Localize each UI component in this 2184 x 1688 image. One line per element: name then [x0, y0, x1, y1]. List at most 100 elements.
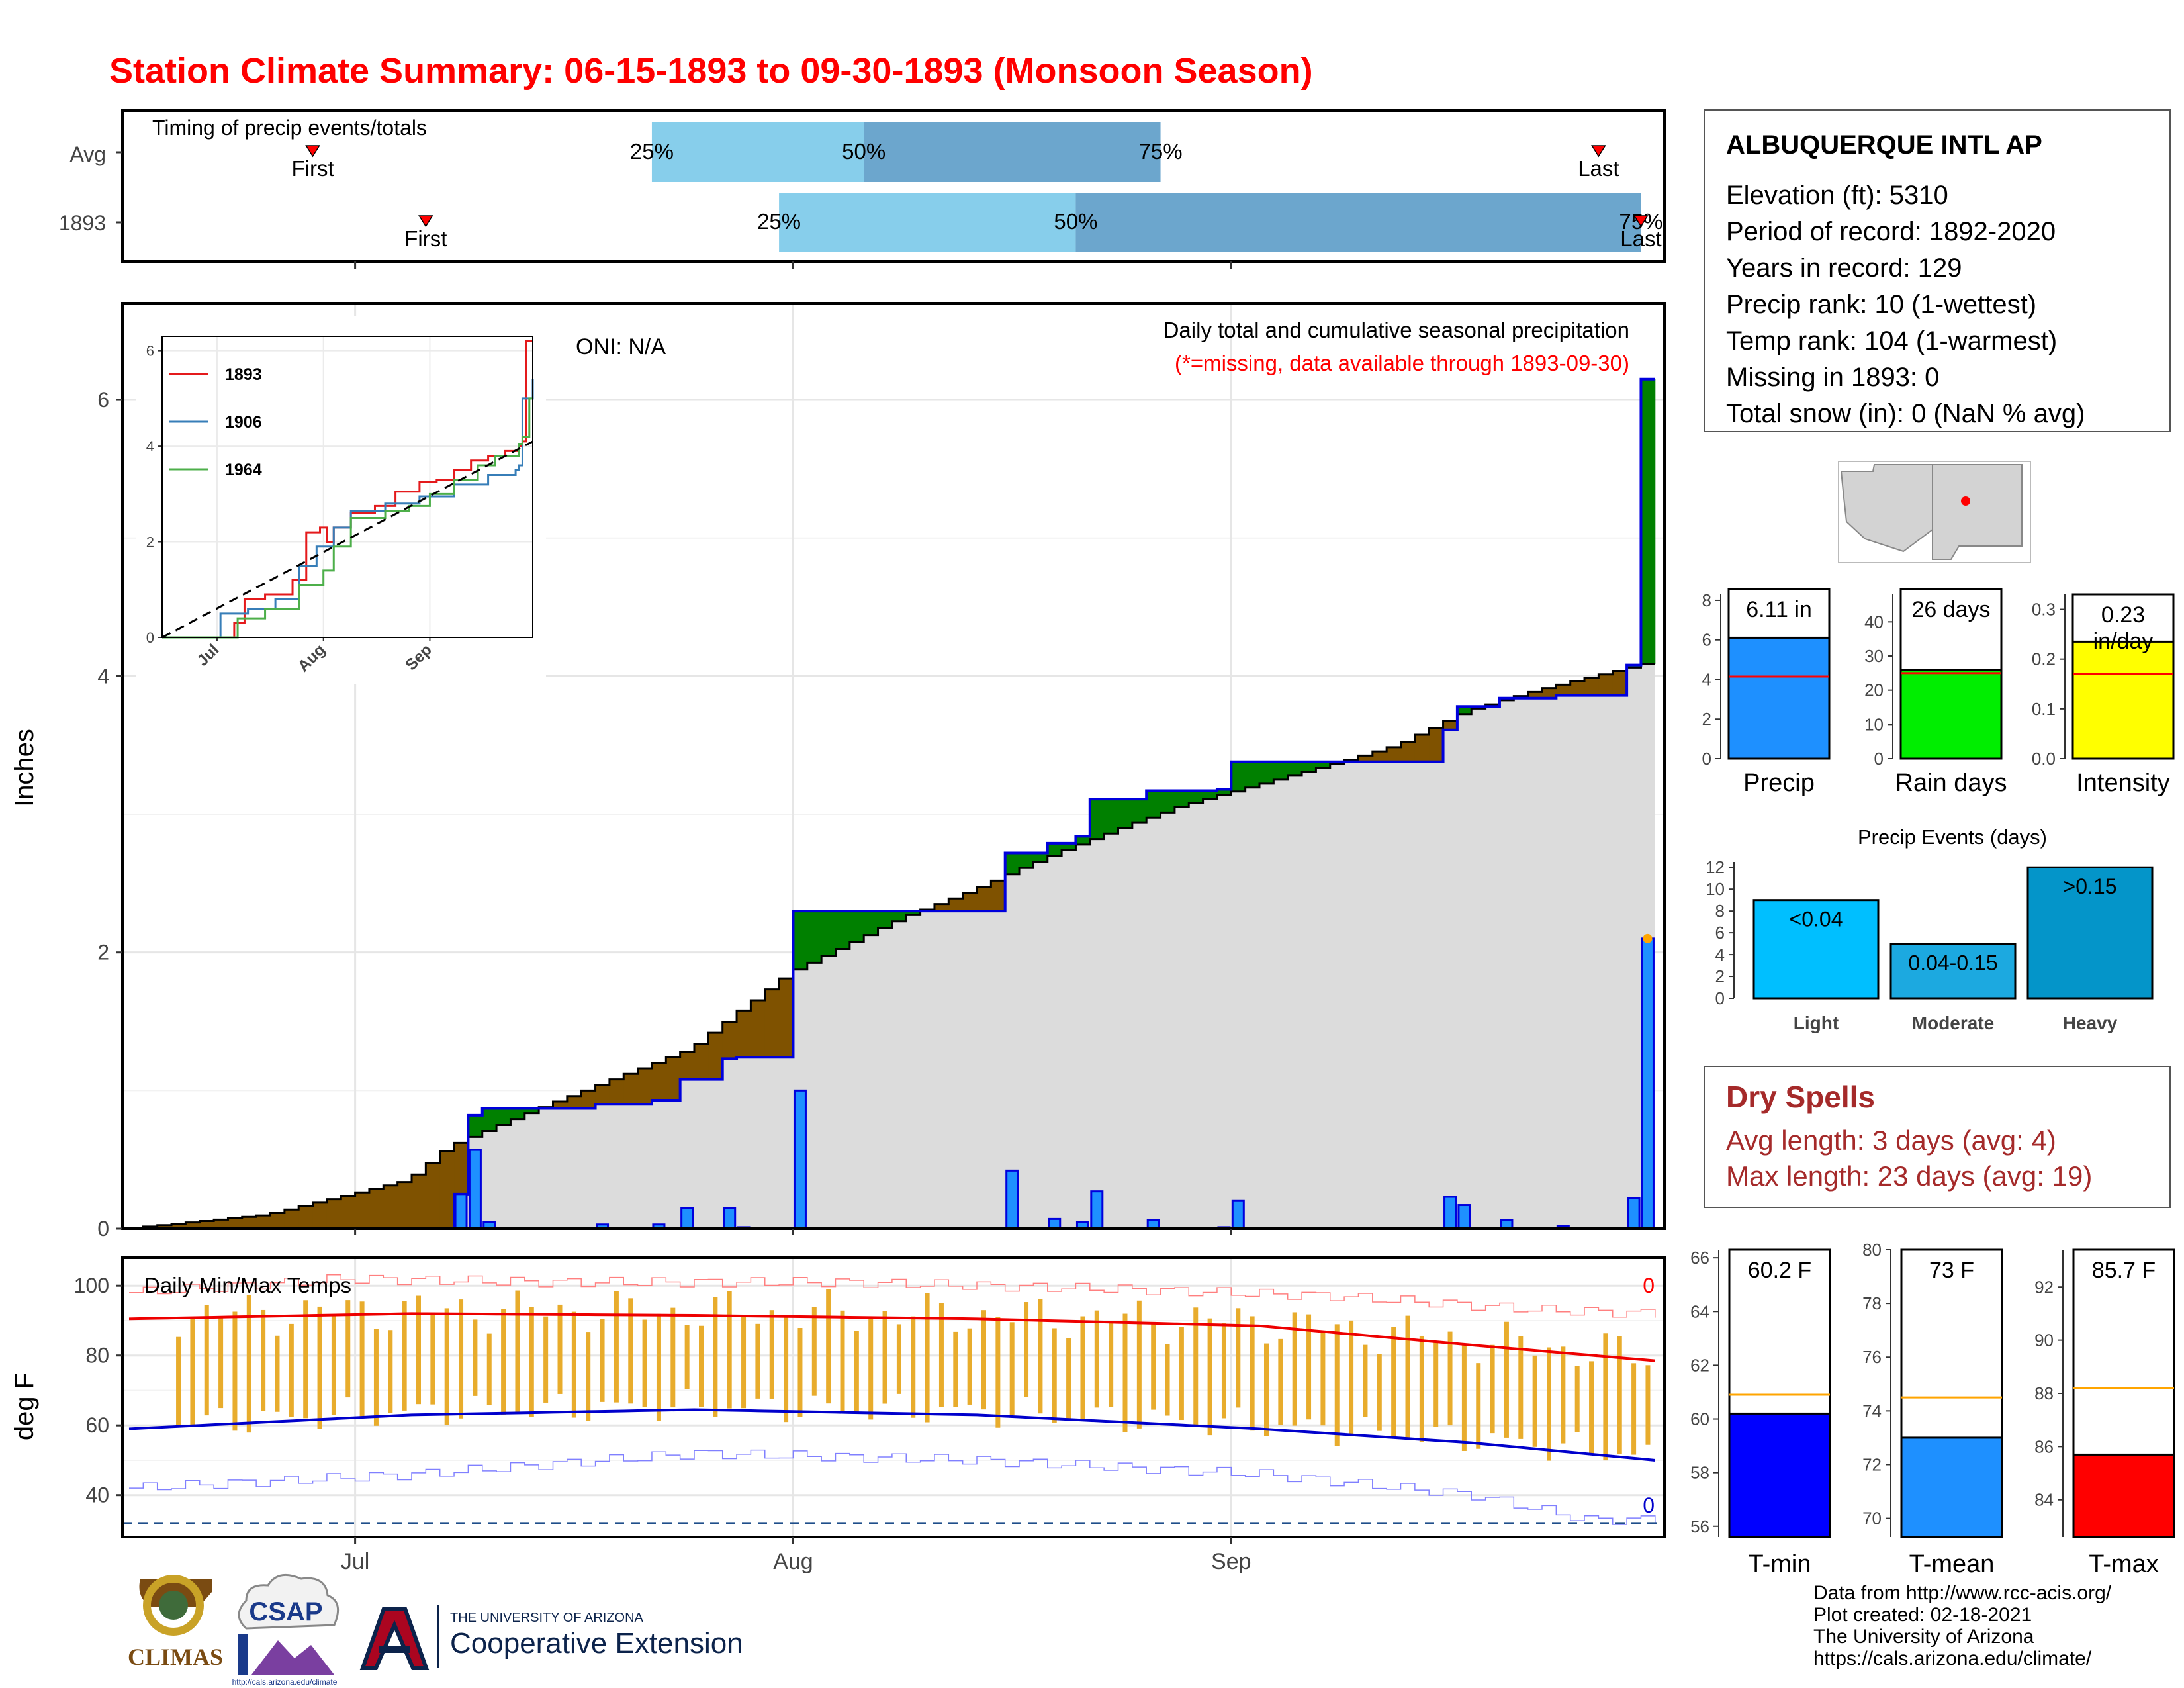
daily-temp-bar: [373, 1329, 379, 1426]
surplus-area: [510, 1108, 525, 1119]
surplus-area: [468, 1115, 483, 1137]
daily-temp-bar: [854, 1331, 859, 1413]
events-tick-label: 12: [1706, 857, 1725, 877]
daily-temp-bar: [713, 1297, 718, 1417]
record-max-line: [129, 1274, 1656, 1318]
svg-text:http://cals.arizona.edu/climat: http://cals.arizona.edu/climate: [232, 1677, 338, 1687]
surplus-area: [482, 1108, 497, 1131]
daily-precip-bar: [1641, 937, 1655, 1230]
deficit-area: [1598, 674, 1614, 696]
temp-y-tick-label: 60: [85, 1413, 109, 1437]
timing-pct-label: 25%: [757, 209, 801, 234]
temp-y-tick-label: 80: [85, 1344, 109, 1368]
deficit-area: [737, 1011, 751, 1058]
y-tick-label: 0: [97, 1217, 109, 1241]
mini-tick-label: 0.2: [2032, 649, 2056, 669]
mini-tick-label: 0.1: [2032, 699, 2056, 719]
events-tick-label: 10: [1706, 879, 1725, 899]
temp-panel-title: Daily Min/Max Temps: [144, 1273, 351, 1297]
svg-text:Cooperative Extension: Cooperative Extension: [450, 1627, 743, 1660]
daily-temp-bar: [359, 1301, 365, 1417]
mini-value-bar: [1727, 636, 1831, 760]
mini-tick-label: 0: [1702, 749, 1711, 769]
daily-temp-bar: [543, 1316, 549, 1403]
last-event-marker: [1591, 145, 1606, 158]
missing-note: (*=missing, data available through 1893-…: [1175, 351, 1629, 375]
deficit-area: [779, 978, 794, 1058]
inset-series-line-1893: [162, 340, 533, 639]
surplus-area: [1316, 761, 1331, 768]
temp-panel: Daily Min/Max Temps 0 0 deg F 406080100 …: [10, 1256, 1666, 1574]
surplus-area: [1089, 799, 1105, 839]
daily-temp-bar: [1377, 1354, 1382, 1431]
surplus-area: [1062, 843, 1076, 851]
timing-pct-label: 75%: [1139, 139, 1183, 164]
deficit-area: [609, 1079, 624, 1105]
daily-temp-bar: [1179, 1327, 1184, 1421]
daily-precip-bar: [793, 1089, 807, 1230]
mini-tick-label: 86: [2034, 1436, 2054, 1456]
daily-temp-bar: [416, 1295, 421, 1405]
daily-temp-bar: [995, 1317, 1001, 1428]
daily-temp-bar: [741, 1317, 747, 1409]
daily-temp-bar: [670, 1307, 676, 1408]
deficit-area: [637, 1068, 653, 1105]
mini-tick-label: 84: [2034, 1490, 2054, 1510]
dry-spells-title: Dry Spells: [1726, 1080, 1875, 1114]
station-info-box: ALBUQUERQUE INTL AP Elevation (ft): 5310…: [1704, 109, 2171, 432]
daily-temp-bar: [317, 1306, 322, 1429]
deficit-area: [1443, 721, 1458, 730]
svg-text:CLIMAS: CLIMAS: [128, 1644, 223, 1670]
daily-temp-bar: [1574, 1366, 1580, 1432]
surplus-area: [1203, 790, 1218, 800]
precip-y-axis-label: Inches: [10, 729, 39, 807]
timing-row-avg: Avg: [69, 142, 106, 166]
svg-text:CSAP: CSAP: [249, 1597, 322, 1626]
deficit-area: [977, 886, 991, 912]
daily-temp-bar: [1193, 1307, 1199, 1425]
deficit-area: [1387, 747, 1401, 762]
mini-tick-label: 58: [1690, 1463, 1709, 1483]
deficit-area: [214, 1219, 228, 1229]
deficit-area: [722, 1021, 737, 1059]
timing-bar-50-75: [1075, 193, 1641, 252]
daily-temp-bar: [1292, 1312, 1297, 1426]
deficit-area: [228, 1218, 243, 1229]
daily-temp-bar: [1334, 1324, 1340, 1446]
surplus-area: [1189, 790, 1204, 803]
daily-precip-bar: [680, 1207, 694, 1230]
legend-label-1906: 1906: [225, 413, 262, 432]
deficit-area: [1570, 681, 1585, 696]
daily-temp-bar: [303, 1300, 308, 1419]
deficit-area: [185, 1222, 201, 1229]
timing-label: Timing of precip events/totals: [152, 116, 427, 140]
timing-pct-label: 50%: [842, 139, 886, 164]
daily-temp-bar: [402, 1301, 407, 1411]
daily-temp-bar: [868, 1318, 874, 1420]
inset-frame: [161, 336, 533, 638]
daily-temp-bar: [953, 1331, 958, 1407]
surplus-area: [1019, 853, 1034, 868]
daily-precip-bar: [1005, 1169, 1019, 1230]
daily-temp-bar: [1518, 1336, 1524, 1439]
daily-temp-bar: [345, 1300, 351, 1398]
mini-value-label: 73 F: [1929, 1258, 1974, 1283]
surplus-area: [1174, 790, 1189, 808]
deficit-area: [666, 1057, 681, 1100]
events-bar-heavy: [2026, 866, 2154, 1000]
surplus-area: [1132, 799, 1147, 823]
mini-tick-label: 40: [1864, 612, 1884, 632]
daily-temp-bar: [1532, 1355, 1537, 1447]
surplus-area: [906, 911, 921, 915]
deficit-area: [581, 1090, 596, 1109]
mini-category-label: T-min: [1749, 1550, 1811, 1578]
surplus-area: [524, 1108, 539, 1113]
footer-credits: Data from http://www.rcc-acis.org/ Plot …: [1813, 1582, 2111, 1669]
events-tick-label: 2: [1715, 966, 1725, 986]
events-bar-range: >0.15: [2064, 874, 2117, 898]
deficit-area: [553, 1102, 568, 1109]
daily-temp-bar: [388, 1330, 393, 1413]
mini-category-label: Intensity: [2076, 769, 2170, 797]
climas-logo: CLIMAS: [128, 1575, 223, 1670]
